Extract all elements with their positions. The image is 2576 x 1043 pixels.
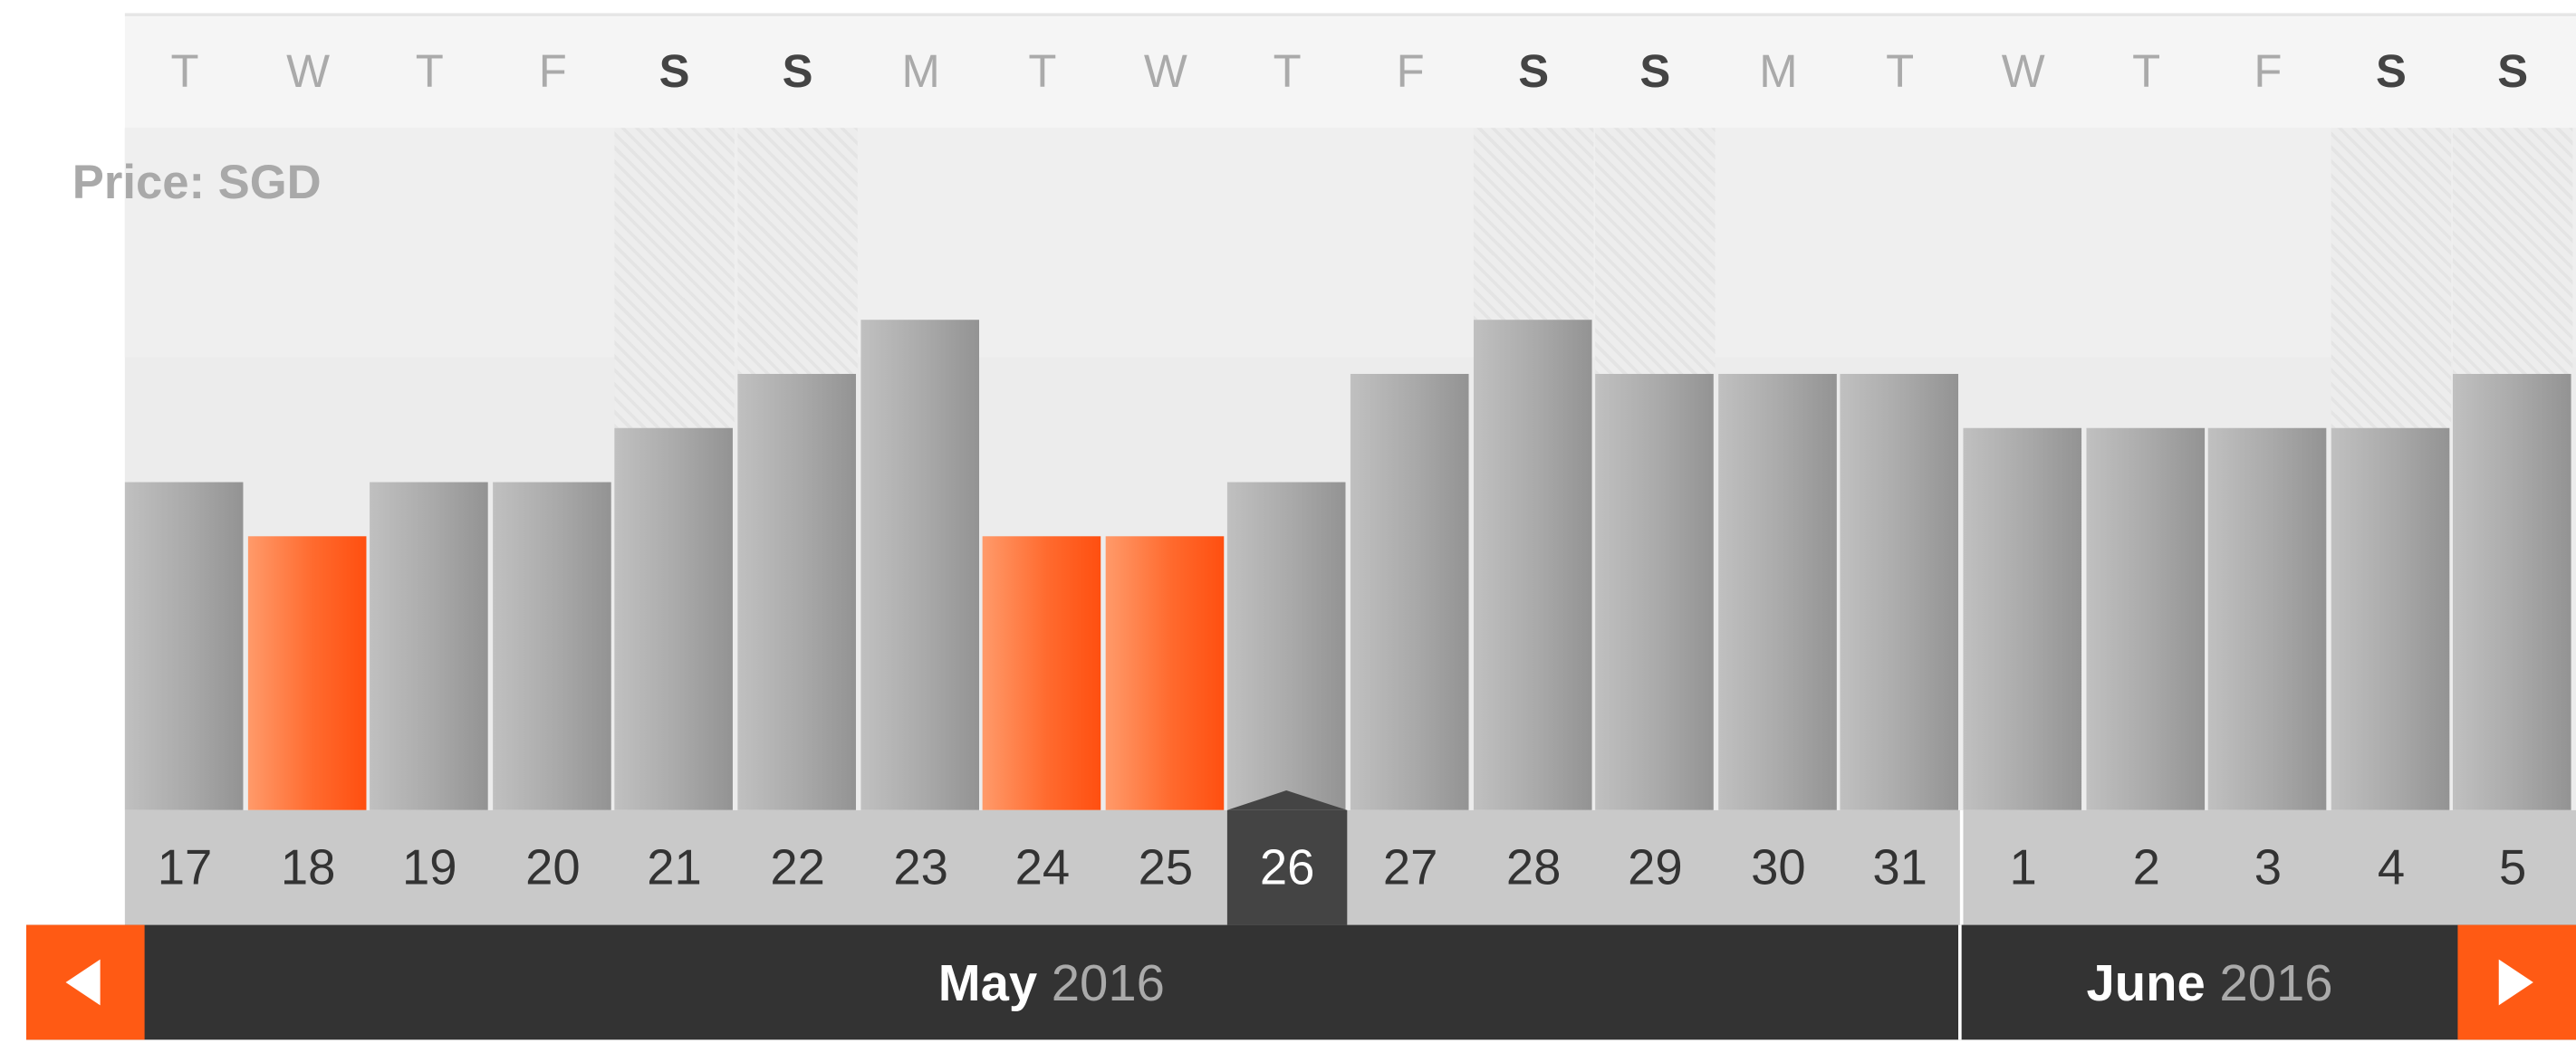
price-bar-20[interactable] bbox=[493, 482, 611, 810]
weekday-label: M bbox=[1759, 45, 1798, 97]
date-cell[interactable]: 5 bbox=[2499, 841, 2527, 895]
price-bar-chart bbox=[124, 128, 2576, 810]
plot-band-upper bbox=[124, 128, 2576, 358]
price-bar-3[interactable] bbox=[2207, 427, 2327, 810]
date-cell[interactable]: 27 bbox=[1382, 841, 1438, 895]
price-bar-2[interactable] bbox=[2086, 427, 2206, 810]
date-cell[interactable]: 23 bbox=[893, 841, 948, 895]
weekend-hatch bbox=[1473, 128, 1594, 321]
price-bar-18[interactable] bbox=[247, 536, 367, 810]
weekend-hatch bbox=[1595, 128, 1716, 374]
date-cell[interactable]: 1 bbox=[2009, 841, 2037, 895]
date-cell-selected[interactable]: 26 bbox=[1226, 790, 1348, 925]
weekday-label: S bbox=[658, 45, 690, 97]
date-cell[interactable]: 24 bbox=[1014, 841, 1071, 895]
month-separator bbox=[1959, 809, 1964, 925]
weekday-label: T bbox=[2132, 45, 2161, 97]
month-name: June bbox=[2086, 954, 2206, 1012]
weekday-label: T bbox=[170, 45, 199, 97]
weekday-label: S bbox=[2497, 45, 2529, 97]
weekend-hatch bbox=[737, 128, 858, 374]
price-bar-31[interactable] bbox=[1840, 373, 1959, 810]
price-bar-19[interactable] bbox=[370, 482, 488, 810]
price-bar-28[interactable] bbox=[1473, 320, 1592, 810]
weekday-label: S bbox=[782, 45, 813, 97]
price-bar-24[interactable] bbox=[982, 536, 1101, 810]
weekday-label: S bbox=[1639, 45, 1671, 97]
price-bar-21[interactable] bbox=[614, 427, 733, 810]
price-bar-17[interactable] bbox=[124, 482, 244, 810]
date-cell[interactable]: 19 bbox=[402, 841, 457, 895]
date-cell[interactable]: 25 bbox=[1138, 841, 1194, 895]
date-cell[interactable]: 17 bbox=[157, 841, 213, 895]
weekday-label: T bbox=[1886, 45, 1915, 97]
previous-month-button[interactable] bbox=[26, 924, 145, 1040]
date-cell[interactable]: 21 bbox=[647, 841, 702, 895]
weekday-label: F bbox=[1396, 45, 1425, 97]
next-month-button[interactable] bbox=[2457, 924, 2576, 1040]
month-name: May bbox=[937, 954, 1038, 1012]
month-year: 2016 bbox=[2219, 954, 2333, 1012]
date-cell[interactable]: 22 bbox=[770, 841, 825, 895]
weekday-label: F bbox=[538, 45, 567, 97]
weekday-label: W bbox=[2001, 45, 2045, 97]
weekend-hatch bbox=[2452, 128, 2573, 374]
weekend-hatch bbox=[614, 128, 735, 428]
weekday-label: T bbox=[1028, 45, 1057, 97]
price-currency-label: Price: SGD bbox=[72, 157, 322, 210]
weekday-label: S bbox=[2376, 45, 2407, 97]
selected-date-pointer bbox=[1226, 790, 1348, 810]
date-cell[interactable]: 30 bbox=[1751, 841, 1806, 895]
weekday-label: S bbox=[1518, 45, 1550, 97]
date-cell[interactable]: 18 bbox=[280, 841, 336, 895]
weekday-label: T bbox=[415, 45, 444, 97]
date-cell[interactable]: 3 bbox=[2254, 841, 2283, 895]
price-bar-26[interactable] bbox=[1226, 482, 1346, 810]
top-border bbox=[124, 13, 2576, 17]
date-row: 17 18 19 20 21 22 23 24 25 26 27 28 29 30 31 1 2 3 4 5 bbox=[124, 790, 2576, 925]
date-cell[interactable]: 28 bbox=[1505, 841, 1562, 895]
arrow-left-icon bbox=[65, 959, 101, 1006]
price-bar-5[interactable] bbox=[2452, 373, 2571, 810]
price-bar-25[interactable] bbox=[1105, 536, 1225, 810]
date-cell[interactable]: 4 bbox=[2377, 841, 2406, 895]
price-bar-1[interactable] bbox=[1963, 427, 2082, 810]
month-divider bbox=[1958, 924, 1962, 1040]
price-bar-29[interactable] bbox=[1595, 373, 1714, 810]
date-cell[interactable]: 31 bbox=[1872, 841, 1927, 895]
date-cell[interactable]: 20 bbox=[525, 841, 581, 895]
price-bar-30[interactable] bbox=[1718, 373, 1837, 810]
weekday-label: W bbox=[286, 45, 331, 97]
date-cell[interactable]: 29 bbox=[1628, 841, 1683, 895]
price-bar-22[interactable] bbox=[737, 373, 856, 810]
date-cell[interactable]: 2 bbox=[2132, 841, 2160, 895]
weekday-label: T bbox=[1273, 45, 1302, 97]
month-label-june: June 2016 bbox=[1962, 925, 2458, 1040]
weekday-label: M bbox=[901, 45, 940, 97]
month-year: 2016 bbox=[1051, 954, 1165, 1012]
arrow-right-icon bbox=[2498, 959, 2533, 1006]
weekday-label: F bbox=[2254, 45, 2283, 97]
price-bar-4[interactable] bbox=[2331, 427, 2450, 810]
weekend-hatch bbox=[2331, 128, 2452, 428]
month-label-may: May 2016 bbox=[145, 925, 1958, 1040]
price-bar-27[interactable] bbox=[1350, 373, 1469, 810]
month-navigation-bar: May 2016 June 2016 bbox=[26, 924, 2576, 1040]
price-bar-23[interactable] bbox=[860, 320, 980, 810]
weekday-label: W bbox=[1143, 45, 1187, 97]
